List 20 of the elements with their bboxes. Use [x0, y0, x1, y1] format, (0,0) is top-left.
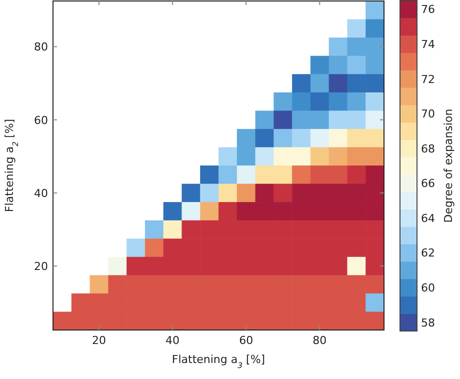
- x-tick-label: 80: [312, 334, 327, 347]
- color-bar-label: 76: [421, 3, 435, 16]
- color-bar-label: 68: [421, 142, 435, 156]
- x-tick-label: 40: [166, 334, 180, 347]
- x-tick-label: 20: [92, 334, 106, 347]
- color-bar-label: 72: [421, 72, 435, 86]
- color-bar-label: 74: [421, 38, 435, 51]
- y-tick-label: 40: [34, 186, 48, 200]
- color-bar-label: 64: [421, 212, 435, 225]
- color-bar-label: 60: [421, 282, 435, 295]
- x-axis-title: Flattening a$_{3}$ [%]: [172, 353, 266, 370]
- color-bar-label: 58: [421, 316, 435, 330]
- color-bar-label: 62: [421, 246, 435, 260]
- color-bar-label: 70: [421, 108, 435, 121]
- y-tick-label: 80: [34, 40, 48, 54]
- color-bar-label: 66: [421, 177, 435, 190]
- y-tick-label: 20: [34, 260, 48, 274]
- x-tick-label: 60: [239, 334, 254, 347]
- y-tick-label: 60: [34, 114, 48, 127]
- color-bar-title: Degree of expansion: [442, 108, 455, 223]
